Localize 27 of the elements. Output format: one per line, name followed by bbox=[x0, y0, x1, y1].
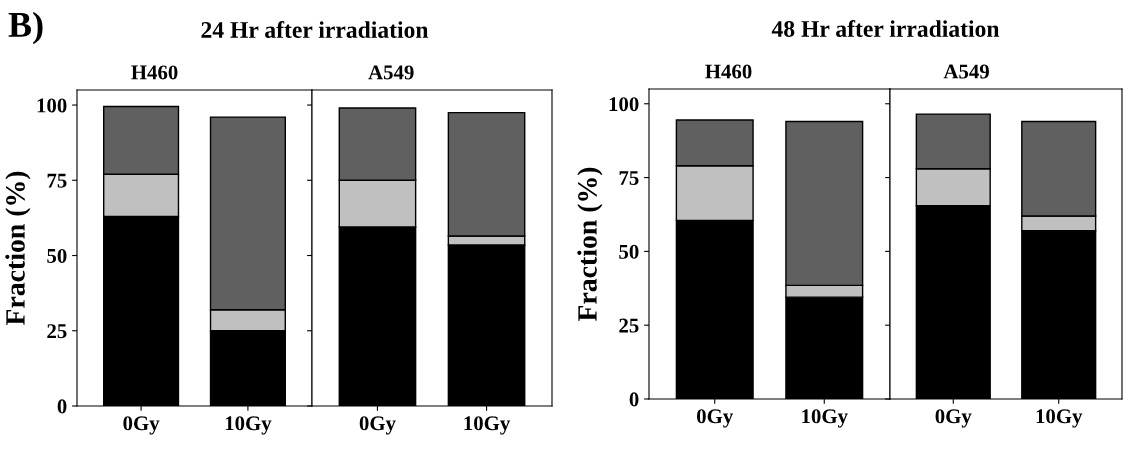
x-tick-label: 0Gy bbox=[359, 416, 396, 435]
chart-subtitle: H460 bbox=[131, 65, 178, 80]
x-tick-label: 0Gy bbox=[697, 409, 734, 428]
y-tick-label: 75 bbox=[619, 171, 639, 185]
y-axis-title: Fraction (%) bbox=[5, 171, 31, 326]
y-tick-label: 25 bbox=[47, 324, 67, 339]
y-tick-label: 0 bbox=[629, 392, 639, 407]
y-tick-label: 100 bbox=[37, 98, 67, 113]
x-tick-label: 10Gy bbox=[464, 416, 511, 435]
chart-subtitle: A549 bbox=[943, 64, 989, 79]
text: B) bbox=[8, 11, 43, 45]
y-tick-label: 100 bbox=[609, 97, 639, 112]
y-tick-label: 75 bbox=[47, 173, 67, 188]
x-tick-label: 10Gy bbox=[802, 409, 848, 428]
y-tick-label: 50 bbox=[619, 244, 639, 259]
chart-subtitle: A549 bbox=[368, 65, 414, 80]
x-tick-label: 0Gy bbox=[123, 416, 160, 435]
x-tick-label: 0Gy bbox=[935, 409, 972, 428]
chart-title: 24 Hr after irradiation bbox=[201, 21, 429, 38]
y-axis-title: Fraction (%) bbox=[577, 167, 603, 322]
chart-subtitle: H460 bbox=[705, 64, 752, 79]
y-tick-label: 0 bbox=[57, 399, 67, 414]
x-tick-label: 10Gy bbox=[225, 416, 272, 435]
x-tick-label: 10Gy bbox=[1036, 409, 1083, 428]
chart-title: 48 Hr after irradiation bbox=[771, 20, 1000, 37]
y-tick-label: 50 bbox=[47, 248, 67, 263]
y-tick-label: 25 bbox=[619, 318, 639, 333]
